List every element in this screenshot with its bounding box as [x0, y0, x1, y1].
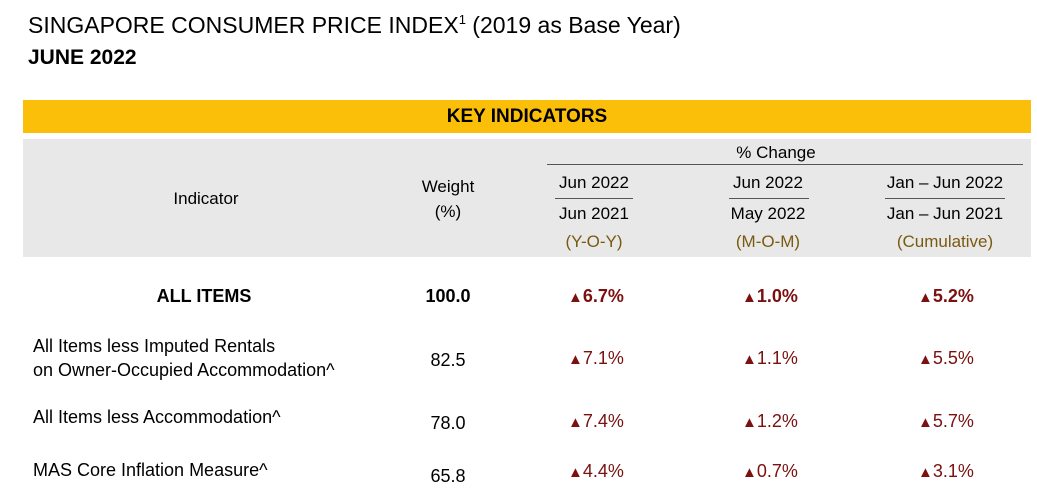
- up-triangle-icon: ▲: [918, 414, 933, 431]
- title-suffix: (2019 as Base Year): [465, 12, 681, 38]
- row-yoy: ▲4.4%: [568, 461, 624, 481]
- row-yoy: ▲7.1%: [568, 348, 624, 368]
- row-cum: ▲5.7%: [918, 411, 974, 431]
- header-yoy-top: Jun 2022: [559, 173, 629, 192]
- row-indicator: All Items less Accommodation^: [33, 407, 281, 427]
- up-triangle-icon: ▲: [568, 464, 583, 481]
- header-mom-top: Jun 2022: [733, 173, 803, 192]
- row-yoy: ▲6.7%: [568, 286, 624, 306]
- row-weight: 100.0: [425, 286, 471, 306]
- cum-fraction-rule: [885, 198, 1005, 199]
- row-mom: ▲0.7%: [742, 461, 798, 481]
- header-indicator: Indicator: [173, 189, 239, 208]
- table-header: Indicator Weight (%) % Change Jun 2022 J…: [23, 139, 1031, 257]
- mom-fraction-rule: [729, 198, 809, 199]
- row-weight: 78.0: [430, 413, 466, 433]
- title-footnote-marker: 1: [458, 12, 466, 27]
- header-cum-top: Jan – Jun 2022: [886, 173, 1004, 192]
- row-yoy: ▲7.4%: [568, 411, 624, 431]
- row-weight: 65.8: [430, 466, 466, 486]
- row-weight: 82.5: [430, 350, 466, 370]
- header-cum-tag: (Cumulative): [896, 232, 994, 251]
- header-yoy-tag: (Y-O-Y): [565, 232, 623, 251]
- key-indicators-band: KEY INDICATORS: [23, 100, 1031, 133]
- title-main: SINGAPORE CONSUMER PRICE INDEX: [28, 12, 459, 38]
- up-triangle-icon: ▲: [742, 351, 757, 368]
- header-weight-unit: (%): [434, 202, 462, 221]
- up-triangle-icon: ▲: [742, 414, 757, 431]
- yoy-fraction-rule: [555, 198, 633, 199]
- row-cum: ▲3.1%: [918, 461, 974, 481]
- header-mom-bottom: May 2022: [730, 204, 806, 223]
- up-triangle-icon: ▲: [568, 414, 583, 431]
- row-cum: ▲5.5%: [918, 348, 974, 368]
- up-triangle-icon: ▲: [742, 464, 757, 481]
- up-triangle-icon: ▲: [918, 289, 933, 306]
- row-indicator-line1: All Items less Imputed Rentals: [33, 336, 276, 356]
- header-pct-change: % Change: [736, 143, 816, 162]
- up-triangle-icon: ▲: [918, 351, 933, 368]
- up-triangle-icon: ▲: [568, 351, 583, 368]
- pct-change-rule: [547, 164, 1023, 165]
- row-mom: ▲1.0%: [742, 286, 798, 306]
- row-mom: ▲1.2%: [742, 411, 798, 431]
- header-weight: Weight: [421, 177, 475, 196]
- page-title: SINGAPORE CONSUMER PRICE INDEX1 (2019 as…: [28, 10, 681, 40]
- page-subtitle: JUNE 2022: [28, 46, 137, 69]
- header-yoy-bottom: Jun 2021: [559, 204, 629, 223]
- row-indicator-line2: on Owner-Occupied Accommodation^: [33, 360, 335, 380]
- band-label: KEY INDICATORS: [446, 106, 608, 127]
- up-triangle-icon: ▲: [742, 289, 757, 306]
- up-triangle-icon: ▲: [918, 464, 933, 481]
- row-mom: ▲1.1%: [742, 348, 798, 368]
- up-triangle-icon: ▲: [568, 289, 583, 306]
- row-indicator: ALL ITEMS: [156, 286, 252, 306]
- row-indicator: MAS Core Inflation Measure^: [33, 460, 268, 480]
- header-cum-bottom: Jan – Jun 2021: [886, 204, 1004, 223]
- header-mom-tag: (M-O-M): [735, 232, 801, 251]
- row-cum: ▲5.2%: [918, 286, 974, 306]
